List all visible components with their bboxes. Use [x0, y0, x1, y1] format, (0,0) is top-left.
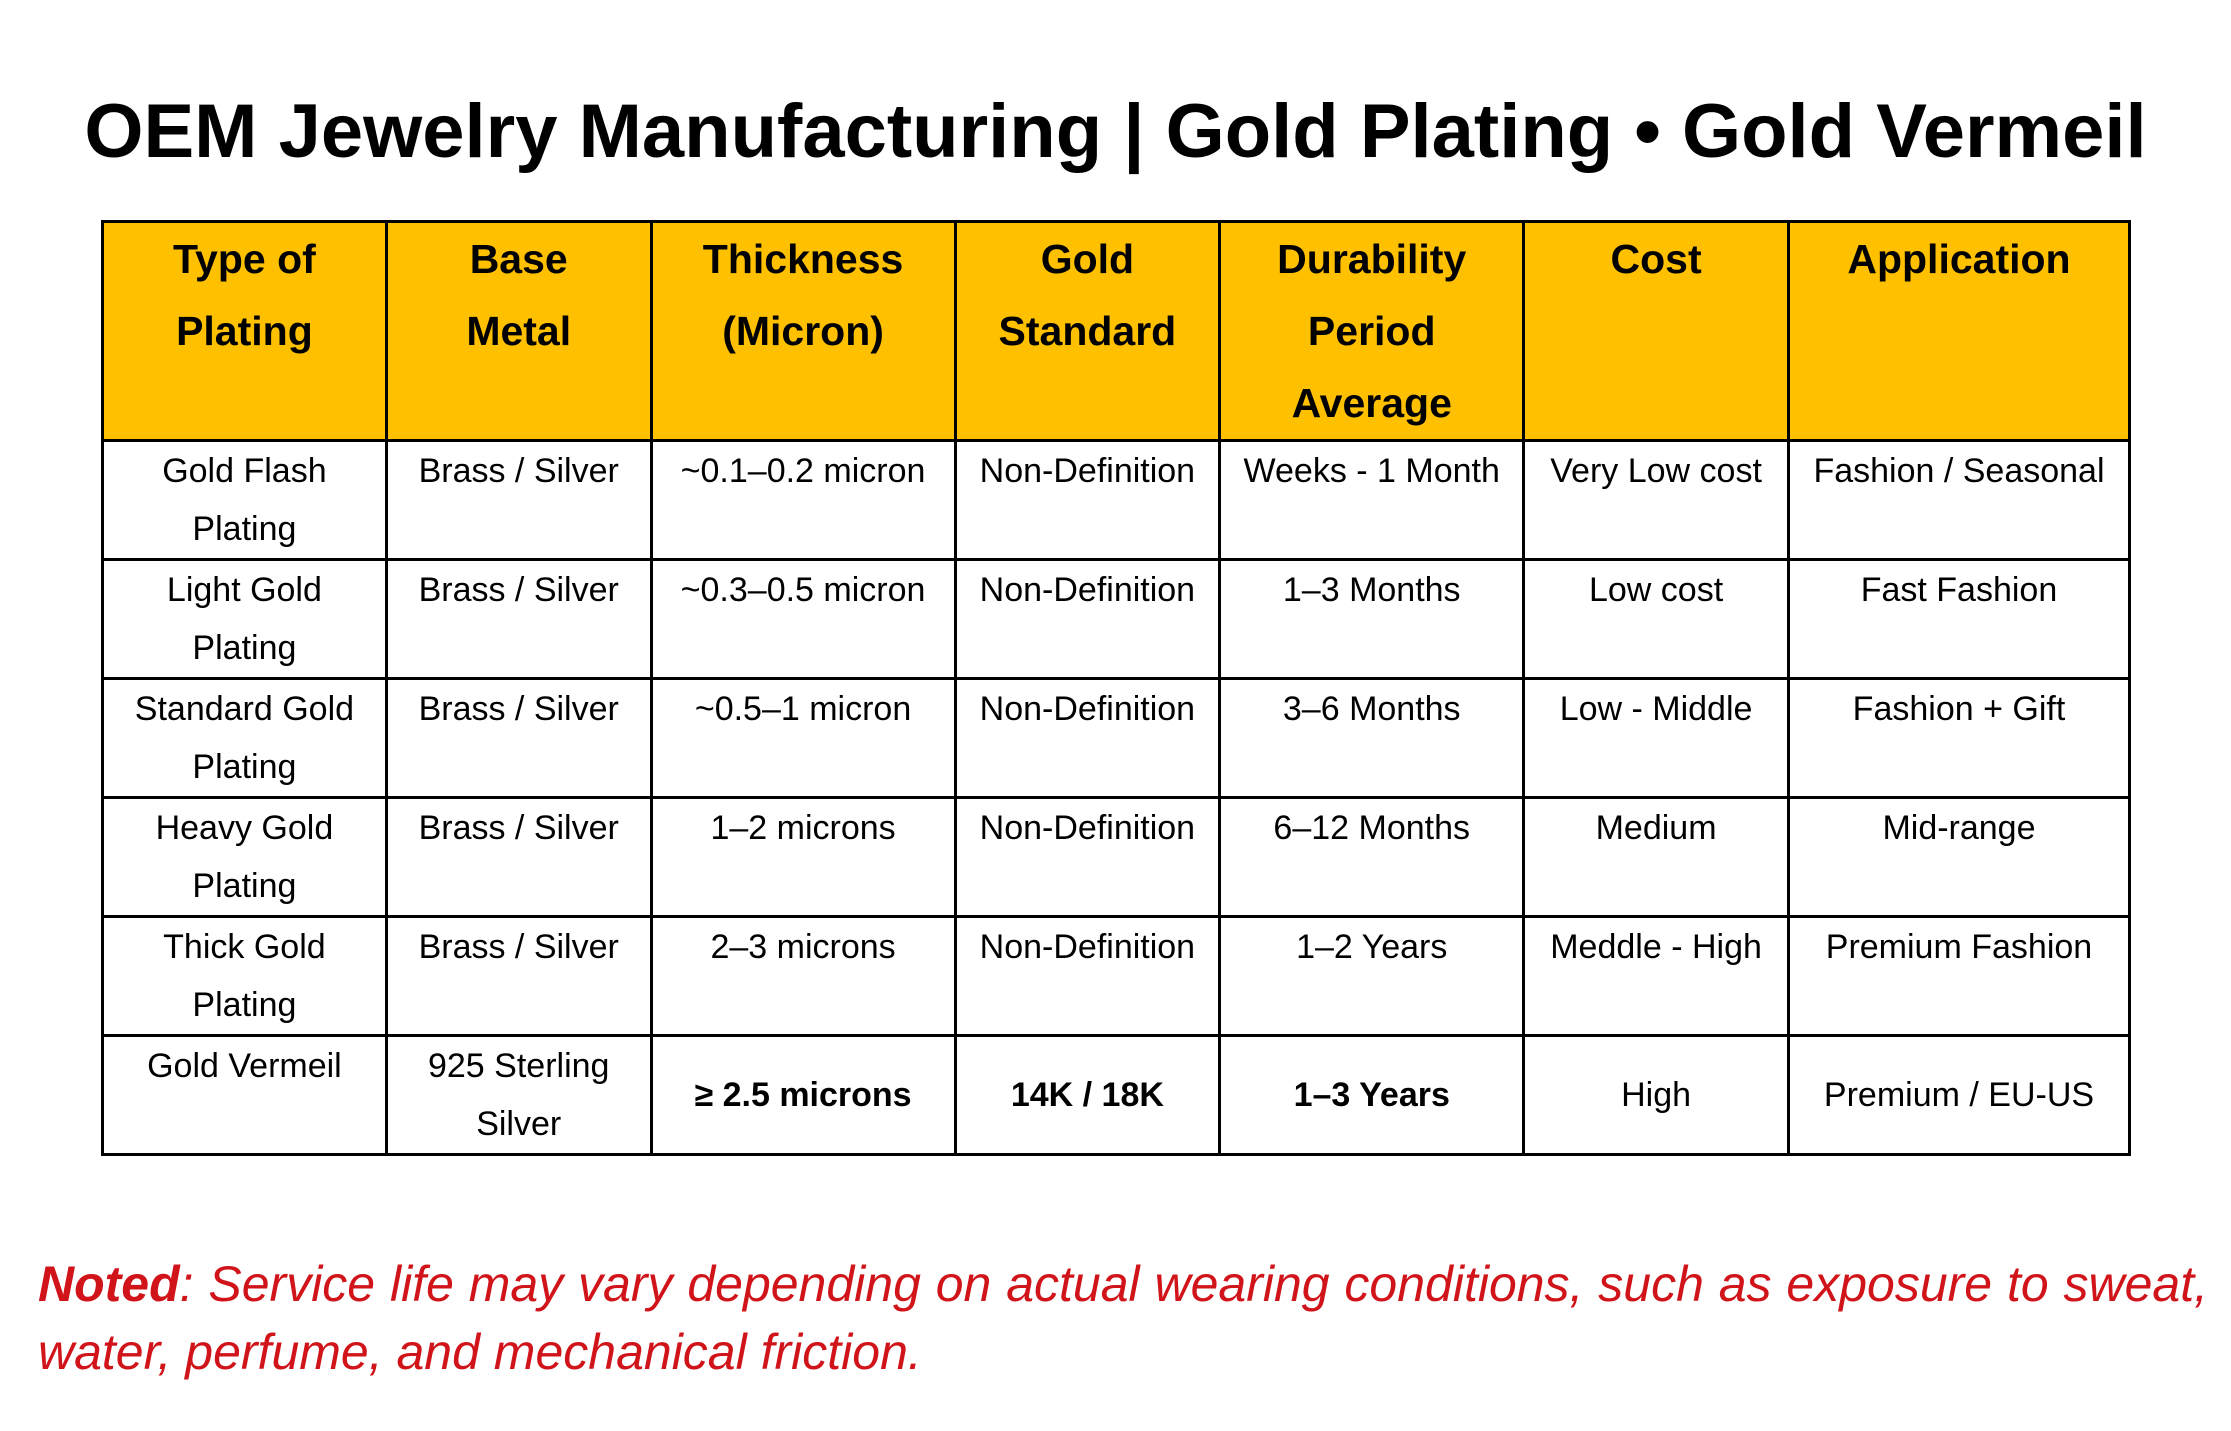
cell-base-metal: 925 Sterling Silver	[384, 1034, 653, 1156]
cell-cost: Low cost	[1522, 558, 1790, 680]
cell-gold-standard: 14K / 18K	[953, 1034, 1222, 1156]
cell-cost: High	[1522, 1034, 1790, 1156]
cell-durability: 3–6 Months	[1218, 677, 1526, 799]
table-row: Gold Flash Plating Brass / Silver ~0.1–0.…	[101, 439, 2132, 561]
cell-base-metal: Brass / Silver	[384, 796, 653, 918]
cell-thickness: 1–2 microns	[649, 796, 957, 918]
cell-durability: 6–12 Months	[1218, 796, 1526, 918]
cell-durability: 1–3 Years	[1218, 1034, 1526, 1156]
cell-durability: 1–2 Years	[1218, 915, 1526, 1037]
cell-cost: Low - Middle	[1522, 677, 1790, 799]
cell-gold-standard: Non-Definition	[953, 439, 1222, 561]
cell-application: Fast Fashion	[1786, 558, 2132, 680]
cell-plating-type: Standard Gold Plating	[101, 677, 388, 799]
cell-application: Fashion + Gift	[1786, 677, 2132, 799]
cell-plating-type: Gold Flash Plating	[101, 439, 388, 561]
header-gold-standard: Gold Standard	[953, 220, 1222, 442]
cell-base-metal: Brass / Silver	[384, 677, 653, 799]
table-row: Gold Vermeil 925 Sterling Silver ≥ 2.5 mi…	[101, 1034, 2132, 1156]
cell-gold-standard: Non-Definition	[953, 558, 1222, 680]
cell-base-metal: Brass / Silver	[384, 439, 653, 561]
footnote: Noted: Service life may vary depending o…	[38, 1250, 2208, 1386]
cell-cost: Very Low cost	[1522, 439, 1790, 561]
footnote-text: : Service life may vary depending on act…	[38, 1256, 2208, 1380]
header-label: Type of Plating	[173, 236, 316, 354]
header-thickness: Thickness (Micron)	[649, 220, 957, 442]
table-row: Heavy Gold Plating Brass / Silver 1–2 mic…	[101, 796, 2132, 918]
cell-durability: Weeks - 1 Month	[1218, 439, 1526, 561]
cell-durability: 1–3 Months	[1218, 558, 1526, 680]
header-label: Base Metal	[466, 236, 572, 354]
cell-plating-type: Gold Vermeil	[101, 1034, 388, 1156]
header-type-of-plating: Type of Plating	[101, 220, 388, 442]
header-base-metal: Base Metal	[384, 220, 653, 442]
cell-plating-type: Heavy Gold Plating	[101, 796, 388, 918]
header-label: Gold Standard	[998, 236, 1177, 354]
cell-cost: Medium	[1522, 796, 1790, 918]
cell-thickness: ≥ 2.5 microns	[649, 1034, 957, 1156]
cell-plating-type: Light Gold Plating	[101, 558, 388, 680]
cell-plating-type: Thick Gold Plating	[101, 915, 388, 1037]
cell-gold-standard: Non-Definition	[953, 915, 1222, 1037]
cell-thickness: ~0.5–1 micron	[649, 677, 957, 799]
cell-base-metal: Brass / Silver	[384, 915, 653, 1037]
cell-application: Fashion / Seasonal	[1786, 439, 2132, 561]
cell-application: Premium / EU-US	[1786, 1034, 2132, 1156]
header-cost: Cost	[1522, 220, 1790, 442]
table-row: Standard Gold Plating Brass / Silver ~0.5…	[101, 677, 2132, 799]
cell-gold-standard: Non-Definition	[953, 677, 1222, 799]
cell-cost: Meddle - High	[1522, 915, 1790, 1037]
table-row: Light Gold Plating Brass / Silver ~0.3–0.…	[101, 558, 2132, 680]
table-header-row: Type of Plating Base Metal Thickness (Micro…	[101, 220, 2132, 442]
header-application: Application	[1786, 220, 2132, 442]
plating-comparison-table: Type of Plating Base Metal Thickness (Micro…	[101, 220, 2132, 1156]
cell-application: Mid-range	[1786, 796, 2132, 918]
cell-thickness: ~0.1–0.2 micron	[649, 439, 957, 561]
cell-base-metal: Brass / Silver	[384, 558, 653, 680]
footnote-label: Noted	[38, 1256, 180, 1312]
cell-thickness: ~0.3–0.5 micron	[649, 558, 957, 680]
cell-application: Premium Fashion	[1786, 915, 2132, 1037]
page-title: OEM Jewelry Manufacturing | Gold Plating…	[84, 89, 2147, 174]
header-label: Thickness (Micron)	[702, 236, 904, 354]
header-label: Application	[1847, 236, 2071, 282]
cell-thickness: 2–3 microns	[649, 915, 957, 1037]
header-label: Durability Period Average	[1277, 236, 1467, 426]
header-label: Cost	[1610, 236, 1702, 282]
table-row: Thick Gold Plating Brass / Silver 2–3 mic…	[101, 915, 2132, 1037]
cell-gold-standard: Non-Definition	[953, 796, 1222, 918]
header-durability: Durability Period Average	[1218, 220, 1526, 442]
